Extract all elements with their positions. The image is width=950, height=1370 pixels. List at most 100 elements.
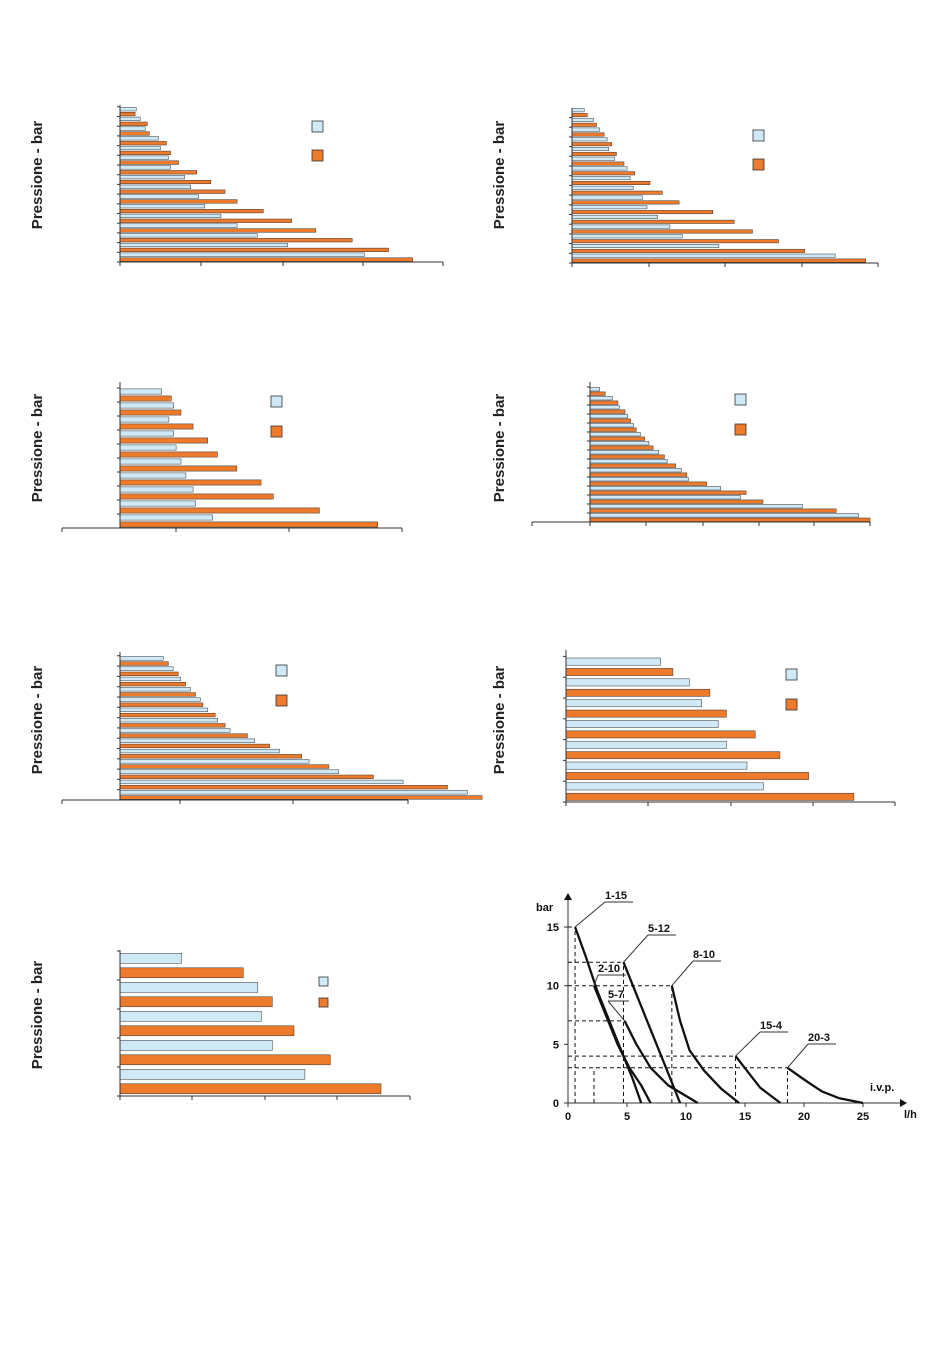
curve-8-10 <box>670 985 740 1104</box>
bar-series-b <box>571 161 625 166</box>
bar-series-b <box>119 764 330 769</box>
bar-series-b <box>119 702 204 707</box>
x-tick-label: 0 <box>565 1111 571 1123</box>
legend-swatch-a <box>318 976 329 987</box>
bar-series-b <box>589 418 631 423</box>
bar-series-b <box>119 112 136 117</box>
bar-series-a <box>119 136 159 141</box>
bar-series-a <box>119 145 161 151</box>
curve-2-10 <box>592 985 652 1104</box>
bar-series-b <box>119 712 216 718</box>
bar-series-b <box>119 257 413 262</box>
bar-series-b <box>589 463 676 468</box>
bar-series-a <box>565 720 719 728</box>
y-axis-label: Pressione - bar <box>29 961 46 1070</box>
bar-series-b <box>565 751 781 760</box>
bar-series-b <box>565 792 855 801</box>
bar-series-b <box>119 199 238 204</box>
bar-series-a <box>589 477 689 482</box>
bar-series-a <box>119 1040 273 1051</box>
curve-label: 5-7 <box>608 989 624 1001</box>
label-leader <box>593 974 599 986</box>
bar-series-a <box>571 214 658 219</box>
bar-series-a <box>119 718 218 723</box>
bar-series-a <box>571 224 671 229</box>
bar-series-a <box>119 204 206 209</box>
y-axis-label: Pressione - bar <box>491 666 508 775</box>
bar-series-a <box>119 500 196 507</box>
bar-series-a <box>119 107 137 112</box>
x-axis-label: l/h <box>904 1109 917 1121</box>
bar-series-a <box>119 165 171 170</box>
bar-series-b <box>565 772 809 780</box>
legend-swatch-b <box>311 149 324 162</box>
bar-series-a <box>565 740 727 749</box>
bar-series-b <box>119 1025 295 1037</box>
bar-series-b <box>571 181 651 185</box>
bar-series-a <box>571 137 608 142</box>
bar-series-a <box>571 156 616 161</box>
bar-series-a <box>119 252 365 257</box>
bar-series-b <box>119 479 262 486</box>
x-tick-label: 15 <box>739 1111 751 1123</box>
y-axis-label: Pressione - bar <box>491 121 508 230</box>
bar-series-a <box>571 234 683 239</box>
bar-series-b <box>119 160 179 165</box>
bar-series-b <box>119 238 353 243</box>
bar-series-b <box>119 131 150 136</box>
x-tick-label: 20 <box>798 1111 810 1123</box>
bar-chart-4: Pressione - bar <box>491 382 871 526</box>
bar-series-a <box>119 458 182 465</box>
y-axis-arrow <box>564 893 572 900</box>
bar-series-b <box>589 454 665 459</box>
legend-swatch-a <box>752 129 765 142</box>
curve-label: 1-15 <box>605 890 627 902</box>
bar-chart-2: Pressione - bar <box>491 108 879 267</box>
bar-series-a <box>565 657 661 666</box>
bar-series-a <box>119 116 141 121</box>
bar-series-a <box>119 697 201 702</box>
bar-series-b <box>571 258 867 263</box>
bar-series-a <box>589 405 620 410</box>
bar-series-a <box>119 388 162 395</box>
bar-series-b <box>119 150 171 155</box>
bar-series-b <box>571 229 753 234</box>
bar-series-b <box>565 668 674 676</box>
y-axis-label: Pressione - bar <box>29 121 46 230</box>
legend-swatch-a <box>275 664 288 677</box>
bar-series-b <box>589 391 606 396</box>
bar-series-b <box>571 210 714 215</box>
legend-swatch-b <box>785 698 798 711</box>
bar-series-b <box>571 239 779 244</box>
bar-series-a <box>589 468 682 473</box>
y-tick-label: 0 <box>553 1098 559 1110</box>
label-leader <box>787 1043 809 1069</box>
bar-chart-3: Pressione - bar <box>29 382 403 532</box>
bar-series-b <box>119 218 292 223</box>
bar-series-b <box>589 508 837 513</box>
bar-series-a <box>119 1011 262 1022</box>
bar-series-b <box>589 517 871 522</box>
bar-series-a <box>119 486 194 493</box>
bar-series-a <box>571 108 585 113</box>
bar-series-a <box>589 387 600 392</box>
bar-series-a <box>589 495 741 500</box>
bar-series-b <box>119 179 212 185</box>
bar-series-b <box>119 996 273 1008</box>
bar-series-a <box>589 423 634 428</box>
bar-series-b <box>119 692 196 697</box>
bar-series-a <box>589 414 629 419</box>
bar-series-b <box>565 688 711 697</box>
bar-series-b <box>119 451 218 458</box>
bar-series-b <box>589 436 645 441</box>
bar-chart-7: Pressione - bar <box>29 950 411 1100</box>
label-leader <box>623 934 649 963</box>
bar-series-b <box>571 113 588 118</box>
curve-label: 5-12 <box>648 923 670 935</box>
bar-series-a <box>119 759 310 764</box>
bar-series-a <box>571 117 594 122</box>
y-axis-label: Pressione - bar <box>29 666 46 775</box>
bar-series-a <box>571 185 634 190</box>
bar-series-b <box>571 132 605 137</box>
